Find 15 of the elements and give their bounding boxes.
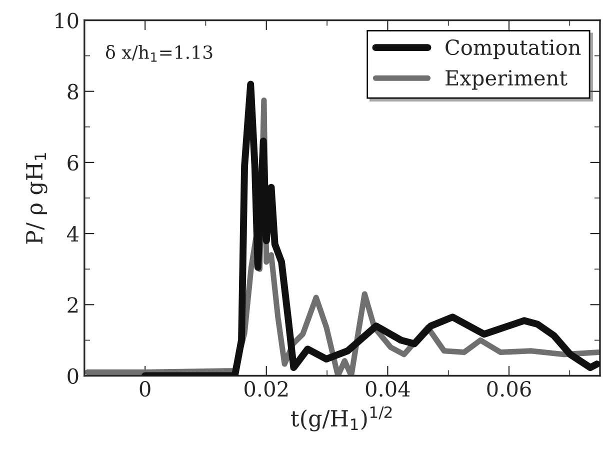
y-axis-title: P/ ρ gH$_{1}$ [26,153,48,244]
x-tick-label: 0.06 [487,380,531,397]
y-tick-label: 6 [68,154,78,171]
x-tick-label: 0.02 [244,380,288,397]
x-axis-title: t(g/H$_{1}$)$^{1/2}$ [291,406,392,432]
y-tick-label: 4 [66,226,79,242]
y-tick-label: 8 [68,84,78,100]
annotation: δ x/h$_{1}$=1.13 [106,44,212,62]
y-tick-label: 10 [56,12,78,28]
legend-label: Experiment [446,70,568,90]
y-tick-label: 2 [68,297,78,313]
y-tick-label: 0 [68,368,78,384]
legend-label: Computation [446,39,581,60]
x-tick-label: 0 [140,380,150,397]
x-tick-label: 0.04 [366,380,410,397]
